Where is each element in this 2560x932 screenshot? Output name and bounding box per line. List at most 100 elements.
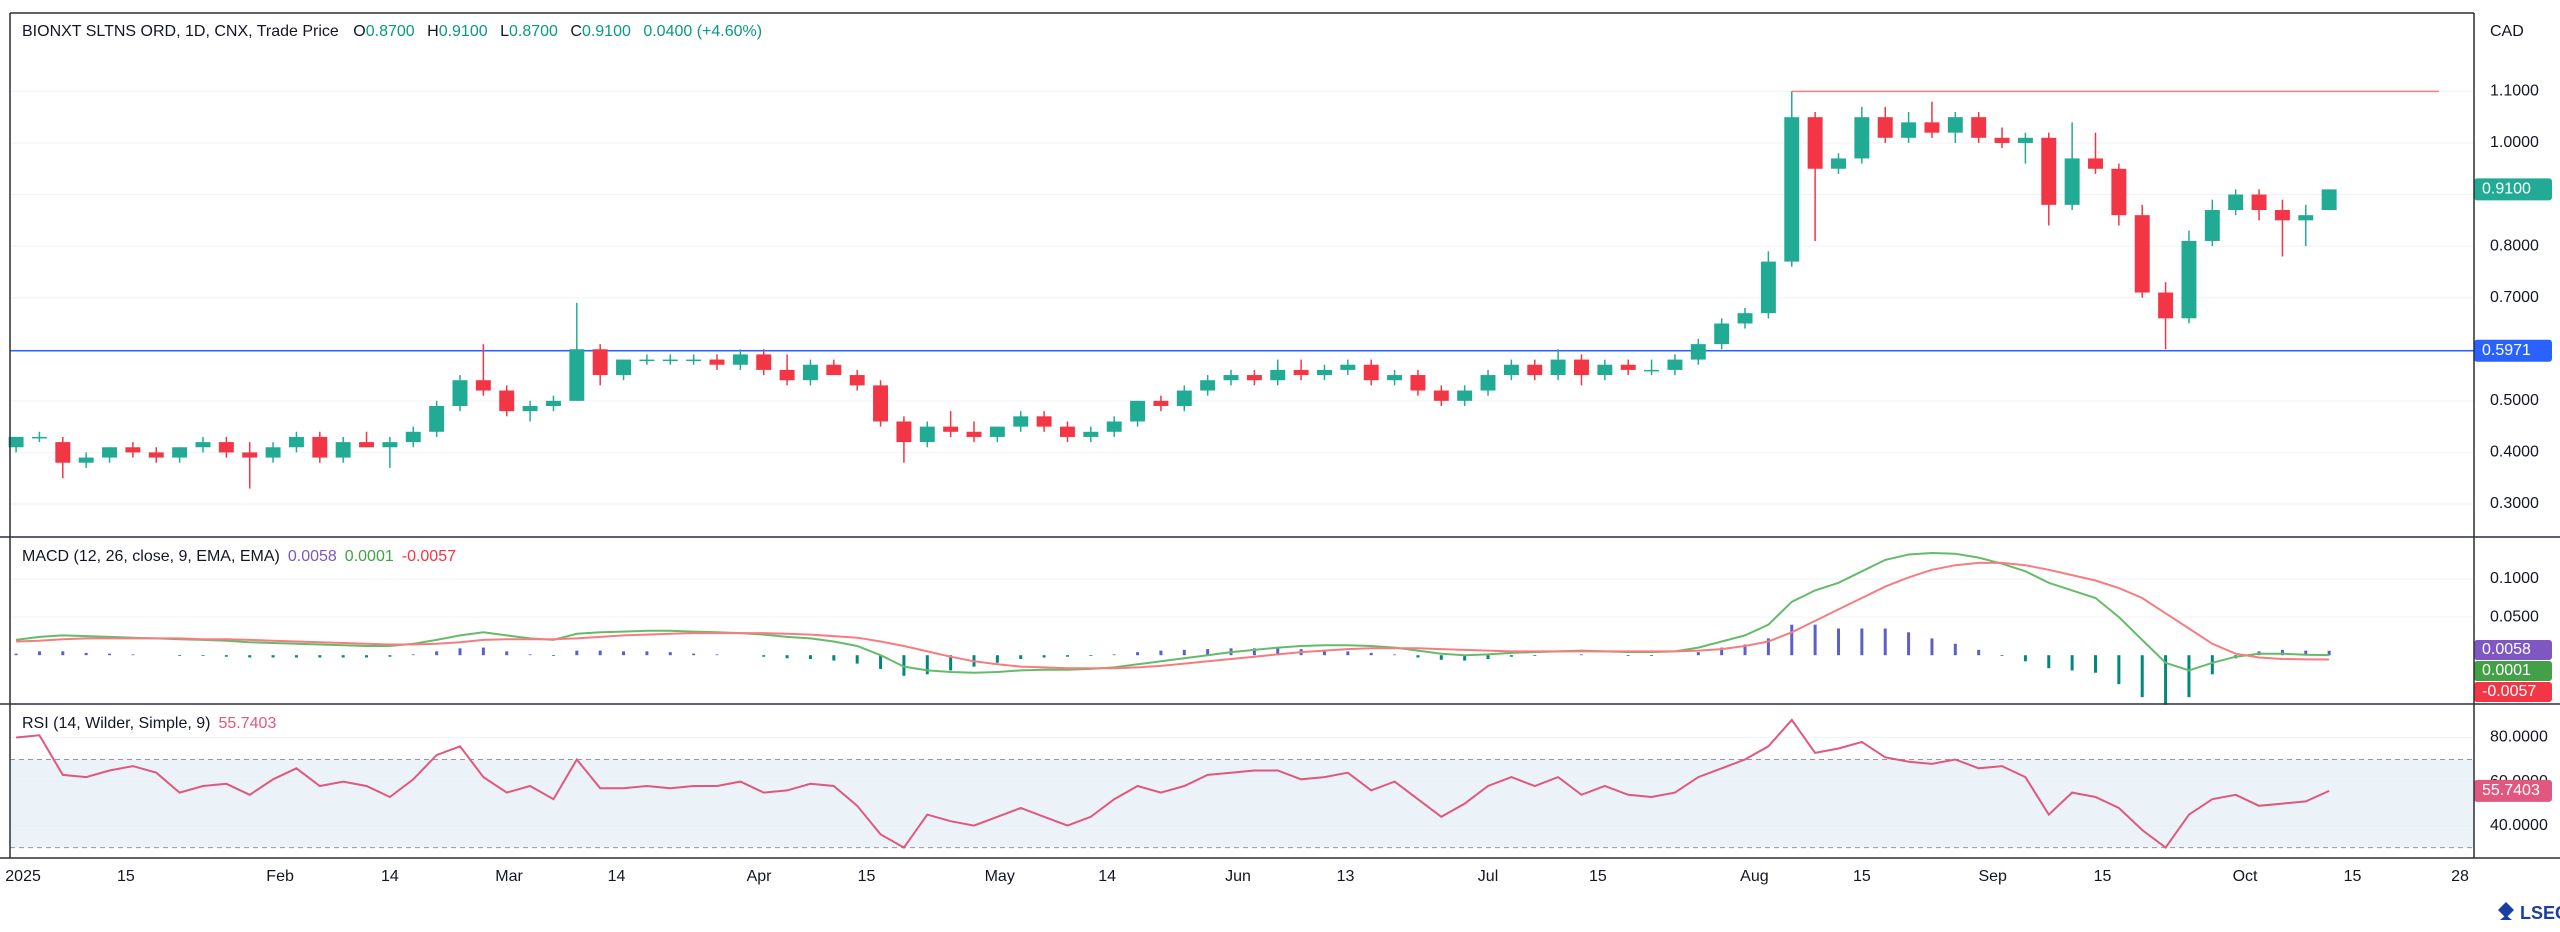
candle-body: [2181, 240, 2197, 319]
candle-body: [382, 442, 398, 448]
y-tick-label: 0.3000: [2490, 495, 2539, 512]
candle-body: [195, 442, 211, 448]
candle-body: [2228, 194, 2244, 211]
indicator-value: 0.0001: [345, 548, 394, 565]
indicator-title: MACD (12, 26, close, 9, EMA, EMA): [22, 548, 280, 565]
indicator-value-label: 0.0001: [2482, 662, 2531, 679]
candle-body: [1013, 416, 1029, 427]
x-tick-label: 15: [1853, 868, 1871, 885]
candle-body: [826, 364, 842, 376]
candle-body: [1644, 369, 1660, 372]
candle-body: [1176, 390, 1192, 406]
candle-body: [1550, 359, 1566, 376]
candle-body: [802, 364, 818, 381]
candle-body: [335, 442, 351, 458]
candle-body: [966, 431, 982, 437]
x-tick-label: 15: [858, 868, 876, 885]
candle-body: [125, 447, 141, 453]
candle-body: [662, 359, 678, 362]
price-line-label-box: [2474, 339, 2552, 362]
candle-body: [943, 426, 959, 432]
indicator-value-box: [2474, 640, 2552, 660]
rsi-band: [10, 759, 2474, 848]
candle-body: [1877, 117, 1893, 138]
candle-body: [1153, 400, 1169, 406]
x-tick-label: 15: [117, 868, 135, 885]
candle-body: [288, 436, 304, 448]
candle-body: [1597, 364, 1613, 376]
change-value: 0.0400 (+4.60%): [643, 23, 762, 40]
x-tick-label: 14: [608, 868, 626, 885]
candle-body: [1574, 359, 1589, 376]
candle-body: [2321, 189, 2337, 211]
x-tick-label: 13: [1337, 868, 1355, 885]
candle-body: [1363, 364, 1379, 381]
candle-body: [1620, 364, 1636, 370]
candle-body: [2111, 168, 2127, 216]
last-price-box: [2474, 178, 2552, 201]
candle-body: [919, 426, 935, 443]
candle-body: [849, 375, 865, 386]
y-tick-label: 0.0500: [2490, 608, 2539, 625]
x-tick-label: Sep: [1978, 868, 2007, 885]
logo-icon: [2498, 902, 2514, 920]
candle-body: [1714, 323, 1730, 345]
candle-body: [2251, 194, 2267, 211]
candle-body: [1270, 369, 1286, 381]
indicator-title: RSI (14, Wilder, Simple, 9): [22, 715, 211, 732]
y-tick-label: 1.1000: [2490, 83, 2539, 100]
candle-body: [31, 436, 47, 439]
candle-body: [1246, 375, 1262, 381]
candle-body: [2298, 215, 2314, 221]
candle-body: [1410, 375, 1426, 391]
candle-body: [359, 442, 375, 448]
candle-body: [2017, 137, 2033, 143]
candle-body: [1083, 431, 1099, 437]
candle-body: [616, 359, 632, 376]
last-price-label: 0.9100: [2482, 181, 2531, 198]
candle-body: [429, 406, 445, 432]
y-tick-label: 40.0000: [2490, 817, 2548, 834]
candle-body: [1807, 117, 1823, 169]
indicator-value-label: 55.7403: [2482, 782, 2540, 799]
candle-body: [1901, 122, 1917, 138]
y-tick-label: 0.4000: [2490, 444, 2539, 461]
low-value: 0.8700: [509, 23, 558, 40]
y-tick-label: 0.5000: [2490, 392, 2539, 409]
indicator-value: -0.0057: [402, 548, 456, 565]
indicator-value: 55.7403: [219, 715, 277, 732]
indicator-value-box: [2474, 661, 2552, 681]
candle-body: [1503, 364, 1519, 376]
candle-body: [1737, 313, 1753, 324]
candle-body: [218, 442, 234, 453]
x-tick-label: 15: [2094, 868, 2112, 885]
candle-body: [452, 380, 468, 406]
candle-body: [1480, 375, 1496, 391]
candle-body: [405, 431, 421, 443]
symbol-header: BIONXT SLTNS ORD, 1D, CNX, Trade Price O…: [22, 23, 762, 40]
candle-body: [1690, 344, 1706, 360]
x-tick-label: 14: [1098, 868, 1116, 885]
x-tick-label: Aug: [1740, 868, 1768, 885]
x-tick-label: Jun: [1225, 868, 1251, 885]
candle-body: [8, 436, 24, 448]
x-tick-label: 14: [381, 868, 399, 885]
signal-line: [16, 561, 2330, 670]
x-tick-label: 15: [1589, 868, 1607, 885]
candle-body: [1387, 375, 1403, 381]
x-tick-label: Oct: [2233, 868, 2258, 885]
candle-body: [2204, 210, 2220, 241]
rsi-line: [16, 718, 2330, 850]
indicator-legend: RSI (14, Wilder, Simple, 9) 55.7403: [22, 715, 276, 732]
candle-body: [1831, 158, 1846, 169]
candle-body: [1433, 390, 1449, 401]
candle-body: [1760, 261, 1776, 314]
candle-body: [1316, 369, 1332, 376]
candle-body: [499, 390, 515, 412]
symbol-title: BIONXT SLTNS ORD, 1D, CNX, Trade Price: [22, 23, 339, 40]
candle-body: [1200, 380, 1216, 391]
candle-body: [1971, 117, 1987, 138]
candle-body: [989, 426, 1005, 437]
logo-text: LSEG: [2520, 903, 2560, 923]
candle-body: [569, 349, 585, 401]
